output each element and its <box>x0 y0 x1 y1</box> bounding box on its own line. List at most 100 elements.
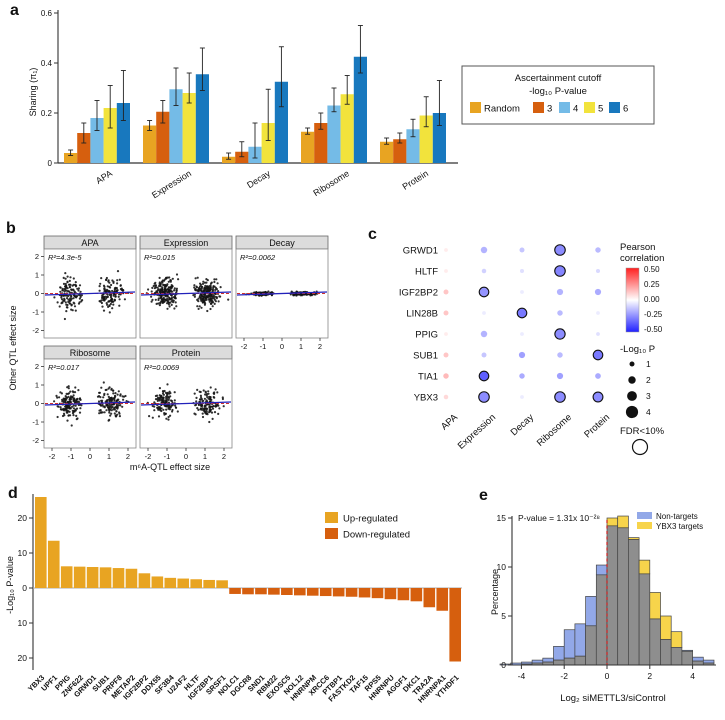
panel-a-label: a <box>10 2 19 19</box>
bar <box>384 588 397 600</box>
y-tick-label: -1 <box>32 308 39 317</box>
legend-label-ybx3-targets: YBX3 targets <box>656 522 703 531</box>
dot <box>478 286 490 298</box>
histogram-bar-overlap <box>585 625 597 666</box>
bar <box>99 567 112 588</box>
dot <box>556 288 564 296</box>
legend-label-3: 3 <box>547 104 552 115</box>
histogram-bar-top <box>660 615 672 640</box>
category-label: Protein <box>401 168 430 192</box>
x-tick-label: 0 <box>184 452 188 461</box>
dot <box>444 269 448 273</box>
dot <box>520 332 524 336</box>
x-tick-label: 1 <box>107 452 111 461</box>
facet-title: Ribosome <box>70 348 111 358</box>
fit-line <box>236 291 328 296</box>
dot <box>443 352 449 358</box>
row-label: GRWD1 <box>403 246 438 257</box>
dot <box>443 289 449 295</box>
fit-line <box>140 291 232 296</box>
legend-box <box>461 65 655 125</box>
histogram-bar-top <box>542 657 554 663</box>
x-tick-label: -1 <box>68 452 75 461</box>
panel-d-label: d <box>8 485 18 502</box>
corr-legend-title-1: Pearson <box>620 242 655 253</box>
dot <box>516 307 528 319</box>
panel-e-y-axis-title: Percentage <box>490 569 500 615</box>
bar <box>116 103 130 163</box>
legend-swatch-4 <box>559 102 570 113</box>
bar <box>86 567 99 588</box>
r-squared-label: R²=0.0069 <box>144 363 180 372</box>
bar <box>432 113 446 163</box>
row-label: SUB1 <box>413 351 438 362</box>
y-tick-label: 10 <box>497 562 507 572</box>
dot <box>480 330 488 338</box>
panel-d: -Log₁₀ P-value 201001020YBX3UPF1PPIGZNF6… <box>5 494 462 705</box>
bar <box>358 588 371 598</box>
panel-e-legend: Non-targets YBX3 targets <box>637 512 703 531</box>
category-label: Expression <box>150 168 193 200</box>
bar <box>353 56 367 163</box>
histogram-bar-top <box>692 656 704 662</box>
panel-e-x-axis-title: Log₂ siMETTL3/siControl <box>560 693 666 704</box>
histogram-bar-overlap <box>628 539 640 666</box>
dot <box>554 265 566 277</box>
dot <box>554 244 566 256</box>
dot <box>478 370 490 382</box>
size-legend-dot <box>628 376 636 384</box>
y-tick-label: 10 <box>18 548 28 558</box>
column-label: Decay <box>509 412 537 438</box>
legend-label-6: 6 <box>623 104 628 115</box>
dot <box>518 351 526 359</box>
bar <box>419 115 433 163</box>
histogram-bar-top <box>563 629 576 659</box>
legend-swatch-ybx3-targets <box>637 522 652 529</box>
x-tick-label: 1 <box>203 452 207 461</box>
dot <box>557 310 563 316</box>
facet-title: Expression <box>164 238 209 248</box>
size-legend-dot <box>629 361 635 367</box>
legend-swatch-random <box>470 102 481 113</box>
fdr-legend-label: FDR<10% <box>620 426 665 437</box>
scatter-points <box>53 381 130 427</box>
histogram-bar-top <box>702 659 715 664</box>
bar <box>294 588 306 596</box>
bar <box>255 588 267 595</box>
histogram-bar-overlap <box>553 659 565 666</box>
bar <box>64 153 78 163</box>
panel-e-label: e <box>479 487 488 504</box>
bar <box>182 93 196 163</box>
dot <box>482 311 486 315</box>
bar <box>164 577 177 588</box>
dot <box>481 352 487 358</box>
scatter-points <box>145 273 230 313</box>
x-tick-label: -2 <box>49 452 56 461</box>
panel-c-legend-items: 0.50 0.25 0.00 -0.25 -0.50 1 2 3 4 <box>625 265 663 419</box>
bar <box>393 139 407 163</box>
y-tick-label: 0 <box>22 583 27 593</box>
bar <box>47 540 60 588</box>
y-tick-label: 0 <box>35 289 39 298</box>
legend-swatch-non-targets <box>637 512 652 519</box>
x-tick-label: -2 <box>241 342 248 351</box>
panel-d-plot: 201001020YBX3UPF1PPIGZNF622GRWD1SUB1PRPF… <box>18 494 462 705</box>
corr-legend-title-2: correlation <box>620 253 664 264</box>
histogram-bar-top <box>649 592 661 620</box>
x-tick-label: 1 <box>299 342 303 351</box>
x-tick-label: 2 <box>647 671 652 681</box>
bar <box>90 118 104 163</box>
bar <box>203 579 215 588</box>
y-tick-label: 0 <box>501 660 506 670</box>
row-label: IGF2BP2 <box>399 288 438 299</box>
colorbar-tick-label: -0.50 <box>644 325 663 334</box>
dot <box>480 246 488 254</box>
histogram-bar-overlap <box>681 650 693 666</box>
legend-label-5: 5 <box>598 104 603 115</box>
dot <box>443 394 449 400</box>
column-label: Expression <box>456 412 498 452</box>
dot <box>596 332 600 336</box>
legend-title-1: Ascertainment cutoff <box>515 73 602 84</box>
